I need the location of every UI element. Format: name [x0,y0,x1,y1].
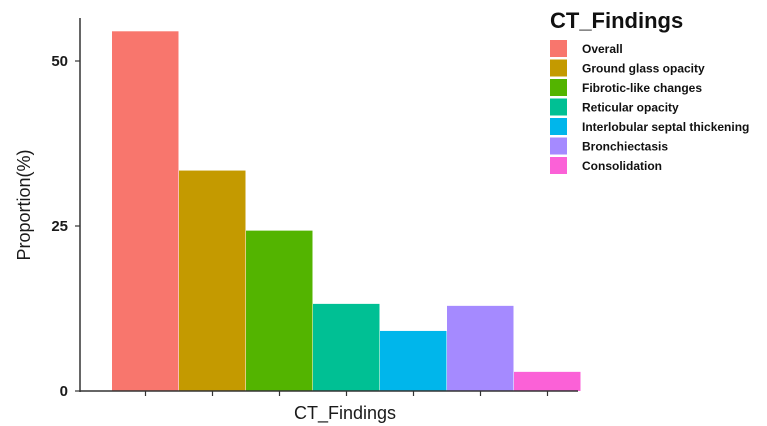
legend-title: CT_Findings [550,8,683,33]
legend: CT_Findings Overall Ground glass opacity F… [550,8,749,174]
y-ticks: 0 25 50 [51,53,80,400]
legend-label-4: Interlobular septal thickening [582,120,749,134]
bar-0 [112,31,179,392]
legend-items: Overall Ground glass opacity Fibrotic-like… [550,40,749,174]
x-ticks [144,391,549,396]
legend-swatch-1 [550,59,567,77]
legend-label-6: Consolidation [582,159,662,173]
y-tick-label-2: 50 [51,53,68,70]
legend-swatch-6 [550,157,567,174]
y-tick-label-1: 25 [51,218,68,235]
legend-label-5: Bronchiectasis [582,140,668,154]
bar-4 [380,330,447,391]
legend-swatch-3 [550,98,567,116]
bars [112,31,581,392]
y-tick-label-0: 0 [60,383,68,400]
y-axis-title: Proportion(%) [14,149,34,260]
bar-2 [246,230,313,391]
legend-label-1: Ground glass opacity [582,62,705,76]
bar-3 [313,303,380,391]
x-axis-title: CT_Findings [294,403,396,424]
legend-label-0: Overall [582,42,623,56]
legend-swatch-2 [550,79,567,96]
legend-swatch-0 [550,40,567,57]
legend-swatch-5 [550,137,567,155]
legend-swatch-4 [550,118,567,135]
legend-label-3: Reticular opacity [582,101,679,115]
bar-5 [447,305,514,391]
bar-1 [179,170,246,391]
legend-label-2: Fibrotic-like changes [582,81,702,95]
bar-6 [514,371,581,391]
